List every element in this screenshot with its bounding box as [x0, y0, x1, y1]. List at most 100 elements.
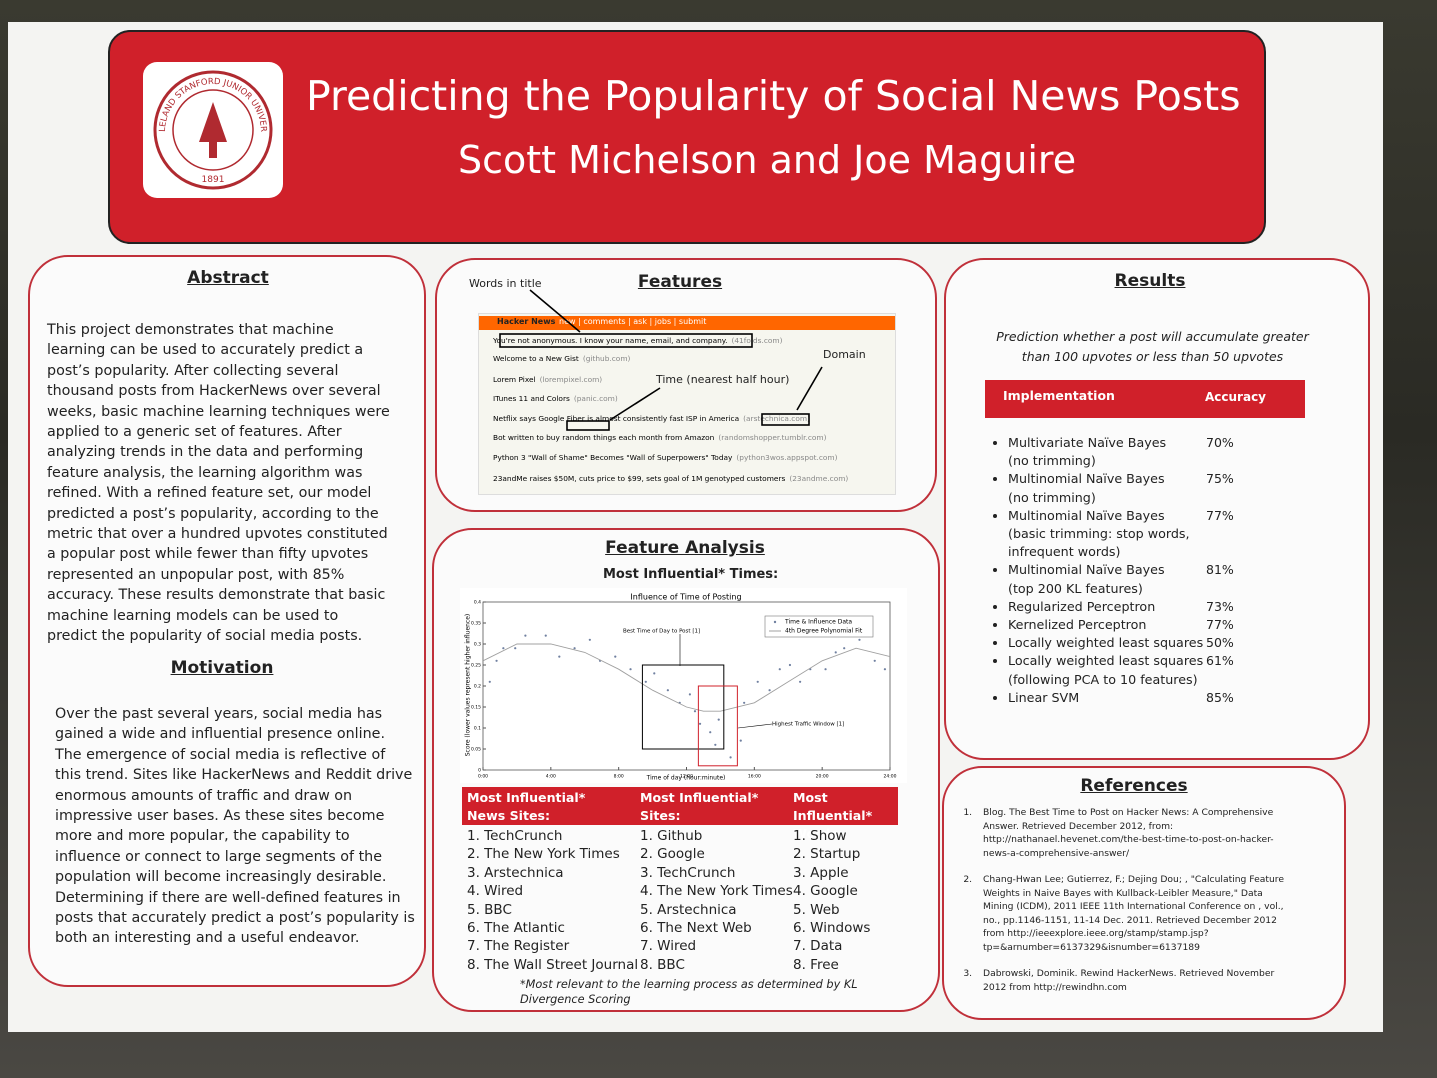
hn-item-title: Welcome to a New Gist: [493, 354, 579, 363]
data-point: [514, 647, 517, 650]
hn-item-domain: (arstechnica.com): [743, 414, 810, 423]
list-item: Show: [793, 827, 870, 845]
left-panel: [28, 255, 426, 987]
result-bullet: Multinomial Naïve Bayes (basic trimming: …: [990, 507, 1250, 562]
list-item: BBC: [640, 956, 793, 974]
column-header: Most Influential* Sites:: [640, 790, 759, 823]
implementation: Multinomial Naïve Bayes: [1008, 471, 1165, 487]
x-tick-label: 8:00: [614, 774, 624, 780]
data-point: [698, 722, 702, 725]
data-point: [544, 634, 547, 637]
implementation-note: (no trimming): [1008, 453, 1096, 469]
accuracy: 61%: [1206, 653, 1234, 669]
feature-analysis-heading: Feature Analysis: [605, 538, 765, 558]
annotation-label: Highest Traffic Window [1]: [772, 722, 844, 728]
data-point: [488, 680, 491, 683]
accuracy: 70%: [1206, 435, 1234, 450]
results-table-header: [985, 380, 1305, 418]
seal-ring: [153, 70, 273, 190]
legend-box: [764, 615, 874, 638]
hn-item-domain: (randomshopper.tumblr.com): [718, 433, 827, 442]
data-point: [768, 689, 771, 692]
data-point: [524, 634, 527, 637]
data-point: [717, 718, 720, 721]
results-heading: Results: [1114, 271, 1186, 291]
y-axis-label: Score (lower values represent higher inf…: [465, 614, 472, 757]
hn-nav: new | comments | ask | jobs | submit: [559, 317, 707, 326]
result-row: Multinomial Naïve Bayes (no trimming) 75%: [990, 470, 1250, 506]
data-point: [756, 680, 759, 683]
result-item: Locally weighted least squares: [1008, 634, 1250, 652]
result-bullet: Kernelized Perceptron: [990, 616, 1250, 634]
accuracy: 75%: [1206, 471, 1234, 487]
data-point: [495, 659, 498, 662]
hn-item: Lorem Pixel (lorempixel.com): [493, 375, 602, 384]
result-row: Linear SVM 85%: [990, 689, 1250, 707]
annotation: Time (nearest half hour): [656, 373, 790, 386]
data-point: [739, 739, 742, 742]
list-item: Data: [793, 937, 870, 955]
hn-item: Netflix says Google Fiber is almost cons…: [493, 414, 810, 423]
accuracy: 85%: [1206, 689, 1234, 705]
fit-line: [482, 643, 891, 712]
hn-item: Python 3 "Wall of Shame" Becomes "Wall o…: [493, 453, 838, 462]
annotation-pointer: [737, 723, 773, 729]
data-point: [729, 756, 732, 759]
list-item: Google: [793, 882, 870, 900]
features-heading: Features: [637, 272, 723, 292]
y-tick-label: 0.05: [471, 747, 481, 753]
result-row: Multinomial Naïve Bayes (basic trimming: …: [990, 507, 1250, 562]
result-bullet: Regularized Perceptron: [990, 598, 1250, 616]
result-bullet: Multinomial Naïve Bayes (no trimming): [990, 470, 1250, 506]
y-tick-label: 0.2: [474, 684, 481, 690]
chart-title: Influence of Time of Posting: [630, 593, 741, 602]
abstract-heading: Abstract: [187, 268, 269, 288]
result-row: Kernelized Perceptron 77%: [990, 616, 1250, 634]
data-point: [693, 710, 697, 713]
result-item: Kernelized Perceptron: [1008, 616, 1250, 634]
motivation-heading: Motivation: [170, 658, 274, 678]
influential-list: TechCrunchThe New York TimesArstechnicaW…: [467, 827, 638, 974]
hn-item-domain: (python3wos.appspot.com): [736, 453, 838, 462]
implementation: Linear SVM: [1008, 689, 1080, 705]
implementation: Kernelized Perceptron: [1008, 617, 1147, 633]
list-item: BBC: [467, 901, 638, 919]
data-point: [788, 663, 792, 667]
result-bullet: Multivariate Naïve Bayes (no trimming): [990, 434, 1250, 470]
column-header: Accuracy: [1205, 390, 1267, 404]
implementation-note: (no trimming): [1008, 489, 1096, 505]
reference: Chang-Hwan Lee; Gutierrez, F.; Dejing Do…: [975, 873, 1295, 954]
results-table: Multivariate Naïve Bayes (no trimming) 70%…: [990, 434, 1250, 707]
hn-item: You're not anonymous. I know your name, …: [493, 336, 783, 345]
hn-item-domain: (panic.com): [573, 394, 618, 403]
implementation-note: (top 200 KL features): [1008, 580, 1143, 596]
list-item: The Register: [467, 937, 638, 955]
annotation-box: [697, 685, 738, 767]
result-item: Regularized Perceptron: [1008, 598, 1250, 616]
accuracy: 77%: [1206, 617, 1234, 633]
result-item: Multinomial Naïve Bayes (no trimming): [1008, 470, 1250, 506]
hn-item-domain: (github.com): [582, 354, 631, 363]
result-bullet: Locally weighted least squares (following…: [990, 652, 1250, 688]
hn-item-domain: (41folds.com): [731, 336, 783, 345]
data-point: [709, 731, 712, 734]
implementation: Multinomial Naïve Bayes: [1008, 507, 1165, 523]
data-point: [778, 668, 781, 671]
result-item: Locally weighted least squares (following…: [1008, 652, 1250, 688]
footnote: *Most relevant to the learning process a…: [520, 978, 858, 1006]
result-row: Locally weighted least squares (following…: [990, 652, 1250, 688]
feature-analysis-subheading: Most Influential* Times:: [603, 567, 779, 582]
y-tick-label: 0.1: [474, 726, 481, 732]
references-panel: [942, 766, 1346, 1020]
y-tick-label: 0: [478, 768, 481, 774]
title-banner: [108, 30, 1266, 244]
data-point: [843, 647, 846, 650]
x-tick-label: 4:00: [546, 774, 556, 780]
x-tick-label: 0:00: [478, 774, 488, 780]
data-point: [629, 668, 632, 671]
influential-list: GithubGoogleTechCrunchThe New York Times…: [640, 827, 793, 974]
list-item: Wired: [467, 882, 638, 900]
results-subtitle: Prediction whether a post will accumulat…: [996, 329, 1309, 364]
x-tick-label: 24:00: [884, 774, 897, 780]
